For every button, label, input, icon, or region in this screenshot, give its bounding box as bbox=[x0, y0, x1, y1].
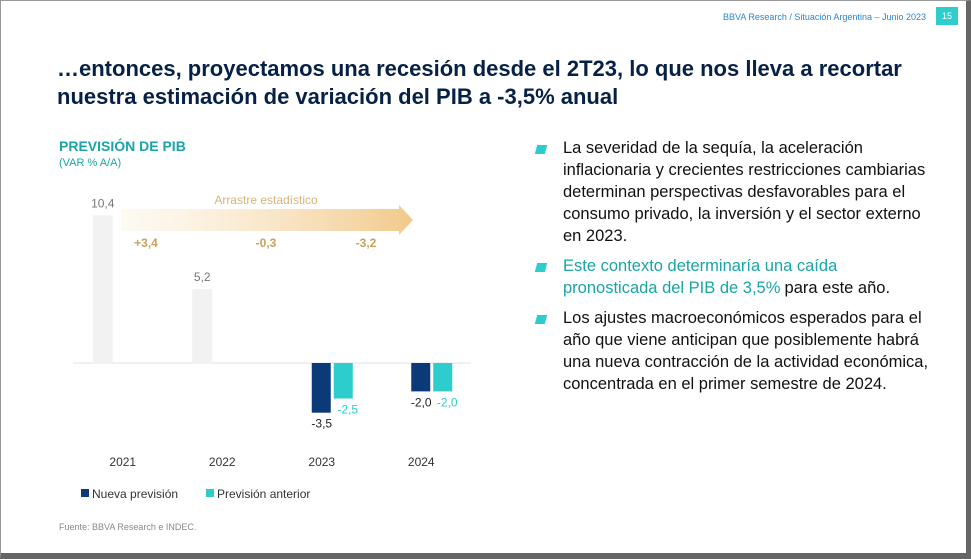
slide-title: …entonces, proyectamos una recesión desd… bbox=[57, 56, 902, 109]
bar bbox=[433, 363, 453, 392]
bar bbox=[333, 363, 353, 399]
x-tick-label: 2022 bbox=[209, 455, 236, 469]
bar bbox=[192, 289, 213, 363]
data-label: -2,0 bbox=[411, 395, 432, 409]
data-label: -2,0 bbox=[437, 395, 458, 409]
carryover-value: +3,4 bbox=[134, 236, 158, 250]
chart: 2021 10,4 2022 5,2 2023 -3,5 -2,5 2024 -2,0 -2,0 A… bbox=[73, 193, 471, 501]
carryover-arrow bbox=[121, 205, 413, 235]
carryover-label: Arrastre estadístico bbox=[214, 193, 318, 207]
footnote: Fuente: BBVA Research e INDEC. bbox=[59, 522, 197, 532]
page-number: 15 bbox=[936, 7, 958, 25]
bar bbox=[92, 215, 113, 363]
chart-title: PREVISIÓN DE PIB bbox=[59, 138, 186, 154]
data-label: -2,5 bbox=[337, 403, 358, 417]
bullet: La severidad de la sequía, la aceleració… bbox=[536, 137, 936, 247]
bullet: Los ajustes macroeconómicos esperados pa… bbox=[536, 307, 936, 395]
x-tick-label: 2024 bbox=[408, 455, 435, 469]
bar bbox=[411, 363, 431, 392]
bullet-text: La severidad de la sequía, la aceleració… bbox=[563, 139, 926, 245]
carryover-value: -3,2 bbox=[356, 236, 377, 250]
bullet-text: para este año. bbox=[784, 279, 891, 297]
bullet-highlight: Este contexto determinaría una caída pro… bbox=[563, 257, 838, 297]
legend-label: Previsión anterior bbox=[217, 487, 310, 501]
header-source: BBVA Research / Situación Argentina – Ju… bbox=[723, 12, 926, 22]
legend-swatch bbox=[81, 489, 89, 497]
data-label: 5,2 bbox=[194, 270, 211, 284]
legend-swatch bbox=[206, 489, 214, 497]
bullet-list: La severidad de la sequía, la aceleració… bbox=[536, 137, 936, 403]
bar bbox=[311, 363, 331, 413]
bullet-text: Los ajustes macroeconómicos esperados pa… bbox=[563, 309, 929, 393]
carryover-value: -0,3 bbox=[256, 236, 277, 250]
bullet: Este contexto determinaría una caída pro… bbox=[536, 255, 936, 299]
x-tick-label: 2023 bbox=[308, 455, 335, 469]
x-tick-label: 2021 bbox=[109, 455, 136, 469]
data-label: 10,4 bbox=[91, 196, 115, 210]
data-label: -3,5 bbox=[311, 417, 332, 431]
chart-subtitle: (VAR % A/A) bbox=[59, 157, 122, 169]
legend-label: Nueva previsión bbox=[92, 487, 178, 501]
